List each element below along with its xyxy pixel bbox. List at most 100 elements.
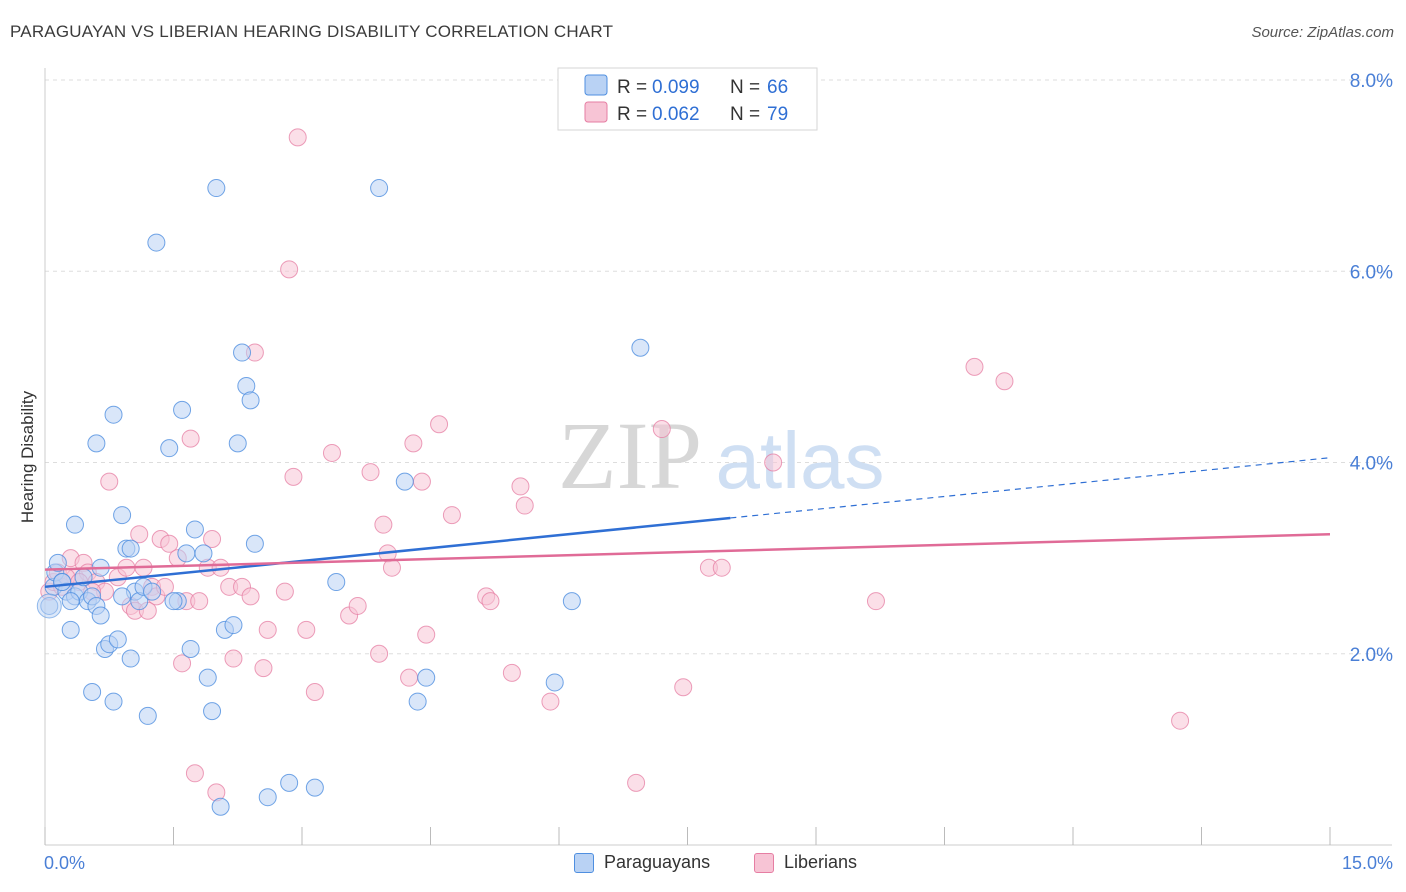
liberians-point <box>275 582 294 601</box>
liberians-point <box>412 472 431 491</box>
liberians-point <box>652 420 671 439</box>
paraguayans-point <box>65 515 84 534</box>
liberians-point <box>502 663 521 682</box>
liberians-point <box>995 372 1014 391</box>
paraguayans-point <box>562 592 581 611</box>
y-tick-label: 4.0% <box>1350 454 1393 475</box>
paraguayans-point <box>245 534 264 553</box>
legend-item-paraguayans[interactable]: Paraguayans <box>574 852 710 873</box>
paraguayans-point <box>53 573 72 592</box>
y-tick-label: 6.0% <box>1350 262 1393 283</box>
paraguayans-trend-line <box>44 516 731 589</box>
axes <box>44 68 1392 846</box>
paraguayans-point <box>61 620 80 639</box>
legend-label-paraguayans: Paraguayans <box>604 852 711 872</box>
paraguayans-point <box>370 179 389 198</box>
liberians-point <box>382 558 401 577</box>
paraguayans-point <box>258 788 277 807</box>
liberians-point <box>185 764 204 783</box>
paraguayans-point <box>164 592 183 611</box>
liberians-point <box>541 692 560 711</box>
legend-n-value: 79 <box>767 104 788 125</box>
legend-swatch-pink <box>754 852 774 873</box>
liberians-point <box>627 773 646 792</box>
liberians-point <box>322 443 341 462</box>
paraguayans-point <box>211 797 230 816</box>
liberians-point <box>288 128 307 147</box>
liberians-point <box>674 678 693 697</box>
liberians-trend-line <box>44 532 1331 571</box>
y-tick-label: 8.0% <box>1350 71 1393 92</box>
paraguayans-point <box>631 338 650 357</box>
watermark: ZIP atlas <box>558 402 884 509</box>
liberians-point <box>764 453 783 472</box>
paraguayans-point <box>408 692 427 711</box>
liberians-point <box>297 620 316 639</box>
liberians-point <box>280 260 299 279</box>
liberians-point <box>515 496 534 515</box>
paraguayans-point <box>194 544 213 563</box>
watermark-atlas: atlas <box>716 416 885 505</box>
liberians-point <box>224 649 243 668</box>
liberians-point <box>173 654 192 673</box>
legend-n-label: N = <box>730 77 760 98</box>
paraguayans-point <box>83 683 102 701</box>
liberians-point <box>481 592 500 611</box>
watermark-zip: ZIP <box>558 402 702 509</box>
paraguayans-point <box>121 649 140 668</box>
paraguayans-point <box>113 506 132 525</box>
trend-lines <box>44 457 1331 589</box>
liberians-point <box>404 434 423 453</box>
legend-n-label: N = <box>730 104 760 125</box>
liberians-point <box>400 668 419 687</box>
paraguayans-point <box>147 233 166 252</box>
paraguayans-point <box>104 692 123 711</box>
liberians-point <box>361 463 380 482</box>
legend-r-value: 0.062 <box>652 104 700 125</box>
paraguayans-point <box>417 668 436 687</box>
liberians-point <box>100 472 119 491</box>
paraguayans-point <box>48 553 67 572</box>
liberians-point <box>348 596 367 615</box>
source-label: Source: ZipAtlas.com <box>1251 24 1394 41</box>
paraguayans-point <box>138 706 157 725</box>
chart-title: PARAGUAYAN VS LIBERIAN HEARING DISABILIT… <box>10 22 614 41</box>
legend-swatch-blue <box>574 852 594 873</box>
paraguayans-point <box>104 405 123 424</box>
legend-label-liberians: Liberians <box>784 852 858 872</box>
paraguayans-point <box>91 606 110 625</box>
paraguayans-point <box>395 472 414 491</box>
y-tick-labels: 2.0% 4.0% 6.0% 8.0% <box>1350 71 1393 666</box>
liberians-point <box>965 357 984 376</box>
paraguayans-point <box>181 639 200 658</box>
liberians-point <box>712 558 731 577</box>
paraguayans-point <box>143 582 162 601</box>
paraguayans-point <box>61 592 80 611</box>
paraguayans-point <box>305 778 324 797</box>
paraguayans-point <box>36 593 62 619</box>
paraguayans-point <box>203 702 222 721</box>
liberians-point <box>305 683 324 701</box>
y-tick-label: 2.0% <box>1350 645 1393 666</box>
liberians-point <box>866 592 885 611</box>
legend-swatch-pink <box>584 101 608 123</box>
legend-r-label: R = <box>617 104 647 125</box>
legend-n-value: 66 <box>767 77 788 98</box>
paraguayans-point <box>327 573 346 592</box>
paraguayans-trend-extension <box>730 457 1331 519</box>
paraguayans-point <box>160 439 179 458</box>
liberians-point <box>374 515 393 534</box>
paraguayans-point <box>108 630 127 649</box>
liberians-point <box>417 625 436 644</box>
liberians-point <box>1171 711 1190 730</box>
legend-swatch-blue <box>584 74 608 96</box>
legend-item-liberians[interactable]: Liberians <box>754 852 857 873</box>
liberians-point <box>130 525 149 544</box>
paraguayans-point <box>113 587 132 606</box>
paraguayans-point <box>233 343 252 362</box>
liberians-point <box>203 530 222 548</box>
paraguayans-point <box>545 673 564 692</box>
paraguayans-point <box>185 520 204 539</box>
paraguayans-point <box>198 668 217 687</box>
